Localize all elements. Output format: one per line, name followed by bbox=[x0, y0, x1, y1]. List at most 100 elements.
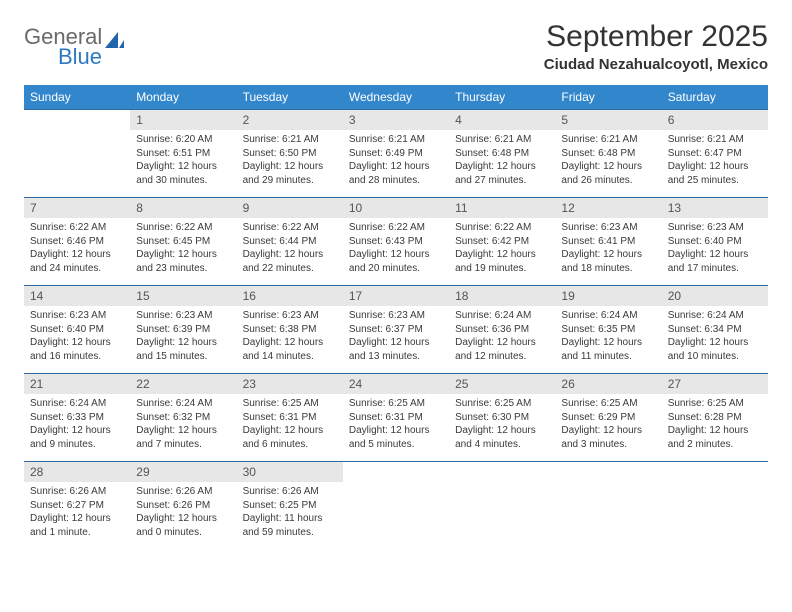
calendar-day-cell: 10Sunrise: 6:22 AMSunset: 6:43 PMDayligh… bbox=[343, 198, 449, 286]
calendar-day-cell: 28Sunrise: 6:26 AMSunset: 6:27 PMDayligh… bbox=[24, 462, 130, 550]
sunrise-text: Sunrise: 6:24 AM bbox=[561, 309, 655, 323]
sunrise-text: Sunrise: 6:23 AM bbox=[243, 309, 337, 323]
day-number: 8 bbox=[130, 198, 236, 218]
calendar-day-cell: 19Sunrise: 6:24 AMSunset: 6:35 PMDayligh… bbox=[555, 286, 661, 374]
day-content: Sunrise: 6:26 AMSunset: 6:26 PMDaylight:… bbox=[130, 482, 236, 543]
daylight-text: Daylight: 12 hours and 29 minutes. bbox=[243, 160, 337, 187]
sunrise-text: Sunrise: 6:23 AM bbox=[561, 221, 655, 235]
calendar-day-cell: 26Sunrise: 6:25 AMSunset: 6:29 PMDayligh… bbox=[555, 374, 661, 462]
day-number: 5 bbox=[555, 110, 661, 130]
calendar-day-cell: 27Sunrise: 6:25 AMSunset: 6:28 PMDayligh… bbox=[662, 374, 768, 462]
day-content: Sunrise: 6:22 AMSunset: 6:46 PMDaylight:… bbox=[24, 218, 130, 279]
daylight-text: Daylight: 12 hours and 1 minute. bbox=[30, 512, 124, 539]
day-content: Sunrise: 6:22 AMSunset: 6:42 PMDaylight:… bbox=[449, 218, 555, 279]
daylight-text: Daylight: 12 hours and 16 minutes. bbox=[30, 336, 124, 363]
day-content: Sunrise: 6:26 AMSunset: 6:27 PMDaylight:… bbox=[24, 482, 130, 543]
sunset-text: Sunset: 6:47 PM bbox=[668, 147, 762, 161]
calendar-day-cell: 7Sunrise: 6:22 AMSunset: 6:46 PMDaylight… bbox=[24, 198, 130, 286]
sunset-text: Sunset: 6:27 PM bbox=[30, 499, 124, 513]
sunset-text: Sunset: 6:34 PM bbox=[668, 323, 762, 337]
day-number: 21 bbox=[24, 374, 130, 394]
logo-sail-icon bbox=[104, 30, 126, 52]
page-title: September 2025 bbox=[544, 20, 768, 54]
dayname-header: Sunday bbox=[24, 85, 130, 110]
sunrise-text: Sunrise: 6:21 AM bbox=[349, 133, 443, 147]
daylight-text: Daylight: 12 hours and 28 minutes. bbox=[349, 160, 443, 187]
sunrise-text: Sunrise: 6:25 AM bbox=[561, 397, 655, 411]
day-content: Sunrise: 6:21 AMSunset: 6:48 PMDaylight:… bbox=[449, 130, 555, 191]
day-number: 29 bbox=[130, 462, 236, 482]
daylight-text: Daylight: 12 hours and 24 minutes. bbox=[30, 248, 124, 275]
day-number: 30 bbox=[237, 462, 343, 482]
daylight-text: Daylight: 12 hours and 10 minutes. bbox=[668, 336, 762, 363]
sunset-text: Sunset: 6:46 PM bbox=[30, 235, 124, 249]
day-content: Sunrise: 6:24 AMSunset: 6:32 PMDaylight:… bbox=[130, 394, 236, 455]
sunset-text: Sunset: 6:38 PM bbox=[243, 323, 337, 337]
calendar-day-cell: 4Sunrise: 6:21 AMSunset: 6:48 PMDaylight… bbox=[449, 110, 555, 198]
day-content: Sunrise: 6:23 AMSunset: 6:40 PMDaylight:… bbox=[662, 218, 768, 279]
calendar-day-cell: 9Sunrise: 6:22 AMSunset: 6:44 PMDaylight… bbox=[237, 198, 343, 286]
sunrise-text: Sunrise: 6:20 AM bbox=[136, 133, 230, 147]
daylight-text: Daylight: 12 hours and 27 minutes. bbox=[455, 160, 549, 187]
sunset-text: Sunset: 6:51 PM bbox=[136, 147, 230, 161]
page-subtitle: Ciudad Nezahualcoyotl, Mexico bbox=[544, 56, 768, 73]
sunrise-text: Sunrise: 6:21 AM bbox=[561, 133, 655, 147]
daylight-text: Daylight: 12 hours and 4 minutes. bbox=[455, 424, 549, 451]
daylight-text: Daylight: 12 hours and 5 minutes. bbox=[349, 424, 443, 451]
sunrise-text: Sunrise: 6:23 AM bbox=[349, 309, 443, 323]
day-number: 9 bbox=[237, 198, 343, 218]
sunrise-text: Sunrise: 6:21 AM bbox=[455, 133, 549, 147]
day-content: Sunrise: 6:24 AMSunset: 6:35 PMDaylight:… bbox=[555, 306, 661, 367]
daylight-text: Daylight: 12 hours and 0 minutes. bbox=[136, 512, 230, 539]
day-number: 6 bbox=[662, 110, 768, 130]
daylight-text: Daylight: 12 hours and 23 minutes. bbox=[136, 248, 230, 275]
sunrise-text: Sunrise: 6:22 AM bbox=[455, 221, 549, 235]
sunrise-text: Sunrise: 6:24 AM bbox=[455, 309, 549, 323]
calendar-day-cell: 3Sunrise: 6:21 AMSunset: 6:49 PMDaylight… bbox=[343, 110, 449, 198]
day-number: 24 bbox=[343, 374, 449, 394]
day-number: 13 bbox=[662, 198, 768, 218]
page-header: General Blue September 2025 Ciudad Nezah… bbox=[24, 20, 768, 73]
daylight-text: Daylight: 12 hours and 14 minutes. bbox=[243, 336, 337, 363]
sunrise-text: Sunrise: 6:26 AM bbox=[136, 485, 230, 499]
calendar-table: Sunday Monday Tuesday Wednesday Thursday… bbox=[24, 85, 768, 550]
calendar-day-cell: 11Sunrise: 6:22 AMSunset: 6:42 PMDayligh… bbox=[449, 198, 555, 286]
day-number: 1 bbox=[130, 110, 236, 130]
day-number: 26 bbox=[555, 374, 661, 394]
sunrise-text: Sunrise: 6:23 AM bbox=[136, 309, 230, 323]
calendar-day-cell: 22Sunrise: 6:24 AMSunset: 6:32 PMDayligh… bbox=[130, 374, 236, 462]
calendar-day-cell: . bbox=[662, 462, 768, 550]
daylight-text: Daylight: 12 hours and 26 minutes. bbox=[561, 160, 655, 187]
sunrise-text: Sunrise: 6:24 AM bbox=[136, 397, 230, 411]
day-number: 3 bbox=[343, 110, 449, 130]
day-number: 16 bbox=[237, 286, 343, 306]
sunrise-text: Sunrise: 6:21 AM bbox=[668, 133, 762, 147]
sunset-text: Sunset: 6:50 PM bbox=[243, 147, 337, 161]
calendar-header-row: Sunday Monday Tuesday Wednesday Thursday… bbox=[24, 85, 768, 110]
calendar-day-cell: 21Sunrise: 6:24 AMSunset: 6:33 PMDayligh… bbox=[24, 374, 130, 462]
calendar-day-cell: 16 Sunrise: 6:23 AMSunset: 6:38 PMDayligh… bbox=[237, 286, 343, 374]
daylight-text: Daylight: 12 hours and 20 minutes. bbox=[349, 248, 443, 275]
day-number: 20 bbox=[662, 286, 768, 306]
logo: General Blue bbox=[24, 26, 126, 68]
daylight-text: Daylight: 12 hours and 3 minutes. bbox=[561, 424, 655, 451]
day-number: 12 bbox=[555, 198, 661, 218]
sunrise-text: Sunrise: 6:22 AM bbox=[136, 221, 230, 235]
day-content: Sunrise: 6:24 AMSunset: 6:36 PMDaylight:… bbox=[449, 306, 555, 367]
calendar-day-cell: 23Sunrise: 6:25 AMSunset: 6:31 PMDayligh… bbox=[237, 374, 343, 462]
daylight-text: Daylight: 12 hours and 19 minutes. bbox=[455, 248, 549, 275]
day-content: Sunrise: 6:23 AMSunset: 6:41 PMDaylight:… bbox=[555, 218, 661, 279]
day-content: Sunrise: 6:26 AMSunset: 6:25 PMDaylight:… bbox=[237, 482, 343, 543]
sunset-text: Sunset: 6:43 PM bbox=[349, 235, 443, 249]
day-content: Sunrise: 6:21 AMSunset: 6:50 PMDaylight:… bbox=[237, 130, 343, 191]
daylight-text: Daylight: 12 hours and 7 minutes. bbox=[136, 424, 230, 451]
day-content bbox=[24, 130, 130, 137]
day-content: Sunrise: 6:22 AMSunset: 6:45 PMDaylight:… bbox=[130, 218, 236, 279]
sunset-text: Sunset: 6:31 PM bbox=[349, 411, 443, 425]
dayname-header: Wednesday bbox=[343, 85, 449, 110]
calendar-day-cell: 25Sunrise: 6:25 AMSunset: 6:30 PMDayligh… bbox=[449, 374, 555, 462]
sunrise-text: Sunrise: 6:21 AM bbox=[243, 133, 337, 147]
calendar-day-cell: . bbox=[24, 110, 130, 198]
calendar-day-cell: . bbox=[555, 462, 661, 550]
day-number: 22 bbox=[130, 374, 236, 394]
